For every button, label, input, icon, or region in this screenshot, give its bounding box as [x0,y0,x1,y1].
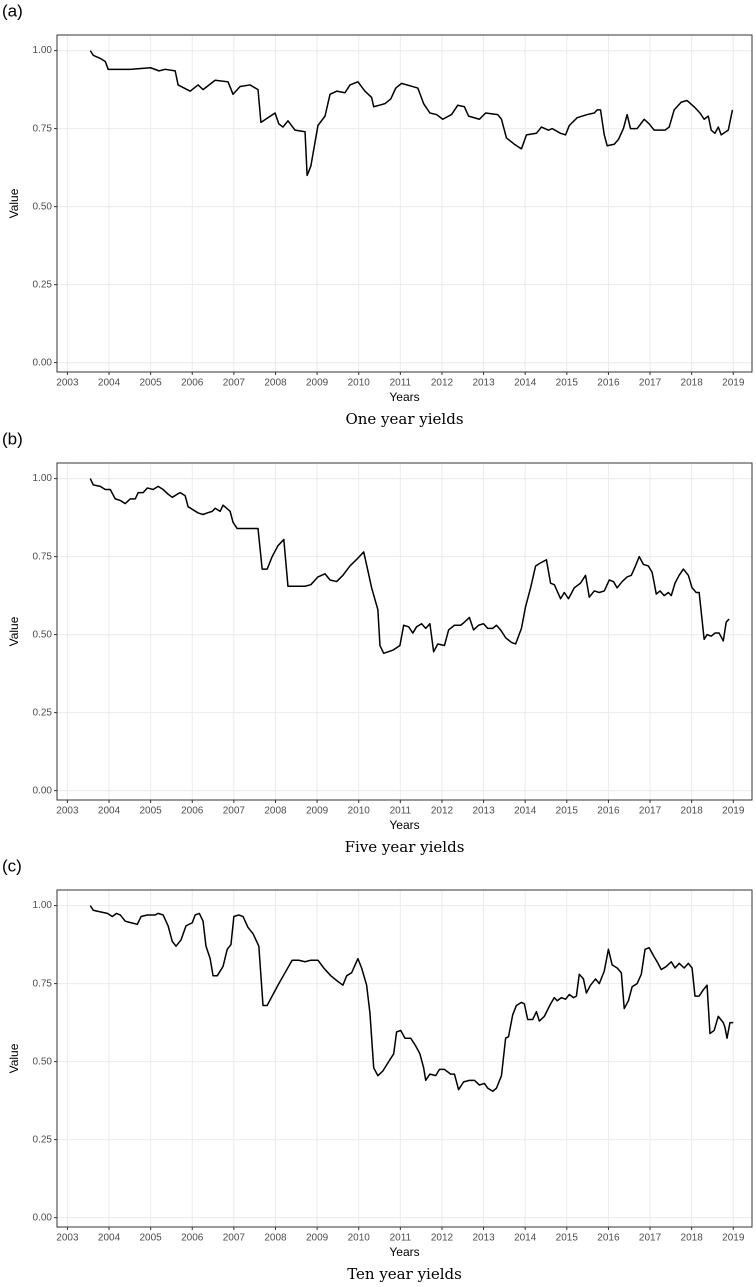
x-tick-label: 2007 [223,378,246,389]
x-axis-title: Years [389,818,419,832]
x-tick-label: 2012 [431,378,454,389]
y-tick-label: 0.25 [33,1134,53,1145]
panel-label: (a) [2,1,23,20]
x-tick-label: 2005 [140,1233,163,1244]
x-tick-label: 2005 [140,806,163,817]
x-tick-label: 2004 [98,806,121,817]
y-tick-label: 0.50 [33,201,53,212]
y-axis-title: Value [7,188,21,218]
x-tick-label: 2010 [348,806,371,817]
y-tick-label: 0.75 [33,123,53,134]
x-tick-label: 2005 [140,378,163,389]
x-tick-label: 2006 [181,1233,204,1244]
x-tick-label: 2007 [223,1233,246,1244]
x-tick-label: 2014 [514,1233,537,1244]
x-tick-label: 2006 [181,378,204,389]
x-tick-label: 2010 [348,378,371,389]
x-tick-label: 2004 [98,1233,121,1244]
plot-border [56,34,753,373]
x-tick-label: 2014 [514,378,537,389]
y-axis-title: Value [7,616,21,646]
y-tick-label: 0.00 [33,357,53,368]
x-tick-label: 2017 [639,806,662,817]
chart-title: Ten year yields [347,1265,462,1283]
chart-title: Five year yields [345,838,465,856]
panel-label: (b) [2,429,23,448]
y-tick-label: 0.75 [33,551,53,562]
x-tick-label: 2018 [681,378,704,389]
y-tick-label: 0.50 [33,629,53,640]
x-tick-label: 2008 [264,806,287,817]
x-tick-label: 2019 [722,1233,745,1244]
plot-background [57,463,752,800]
x-tick-label: 2009 [306,1233,329,1244]
x-tick-label: 2017 [639,1233,662,1244]
y-tick-label: 0.75 [33,978,53,989]
x-tick-label: 2008 [264,378,287,389]
x-tick-label: 2003 [56,378,79,389]
chart-title: One year yields [345,410,463,428]
x-tick-label: 2015 [556,806,579,817]
x-tick-label: 2011 [390,378,412,389]
x-tick-label: 2010 [348,1233,371,1244]
x-tick-label: 2006 [181,806,204,817]
x-tick-label: 2003 [56,1233,79,1244]
x-tick-label: 2003 [56,806,79,817]
x-tick-label: 2009 [306,378,329,389]
x-tick-label: 2019 [722,806,745,817]
x-tick-label: 2018 [681,806,704,817]
x-tick-label: 2015 [556,1233,579,1244]
x-axis-title: Years [389,1245,419,1259]
x-tick-label: 2015 [556,378,579,389]
y-tick-label: 0.00 [33,785,53,796]
x-tick-label: 2013 [472,806,495,817]
y-tick-label: 1.00 [33,473,53,484]
x-tick-label: 2004 [98,378,121,389]
plot-border [56,462,753,801]
x-tick-label: 2016 [597,806,620,817]
x-tick-label: 2012 [431,1233,454,1244]
x-tick-label: 2013 [472,1233,495,1244]
x-tick-label: 2007 [223,806,246,817]
x-tick-label: 2011 [390,1233,412,1244]
x-tick-label: 2013 [472,378,495,389]
x-tick-label: 2008 [264,1233,287,1244]
x-tick-label: 2016 [597,378,620,389]
plot-border [56,889,753,1228]
y-tick-label: 0.00 [33,1212,53,1223]
data-line [89,50,734,177]
y-tick-label: 0.50 [33,1056,53,1067]
x-tick-label: 2016 [597,1233,620,1244]
x-tick-label: 2011 [390,806,412,817]
y-tick-label: 1.00 [33,900,53,911]
x-tick-label: 2017 [639,378,662,389]
plot-background [57,890,752,1227]
y-tick-label: 0.25 [33,707,53,718]
data-line [89,478,730,655]
y-axis-title: Value [7,1043,21,1073]
panel-label: (c) [2,856,22,875]
x-tick-label: 2019 [722,378,745,389]
x-tick-label: 2018 [681,1233,704,1244]
x-axis-title: Years [389,390,419,404]
data-line [89,905,734,1093]
x-tick-label: 2014 [514,806,537,817]
y-tick-label: 1.00 [33,45,53,56]
x-tick-label: 2012 [431,806,454,817]
x-tick-label: 2009 [306,806,329,817]
y-tick-label: 0.25 [33,279,53,290]
plot-background [57,35,752,372]
